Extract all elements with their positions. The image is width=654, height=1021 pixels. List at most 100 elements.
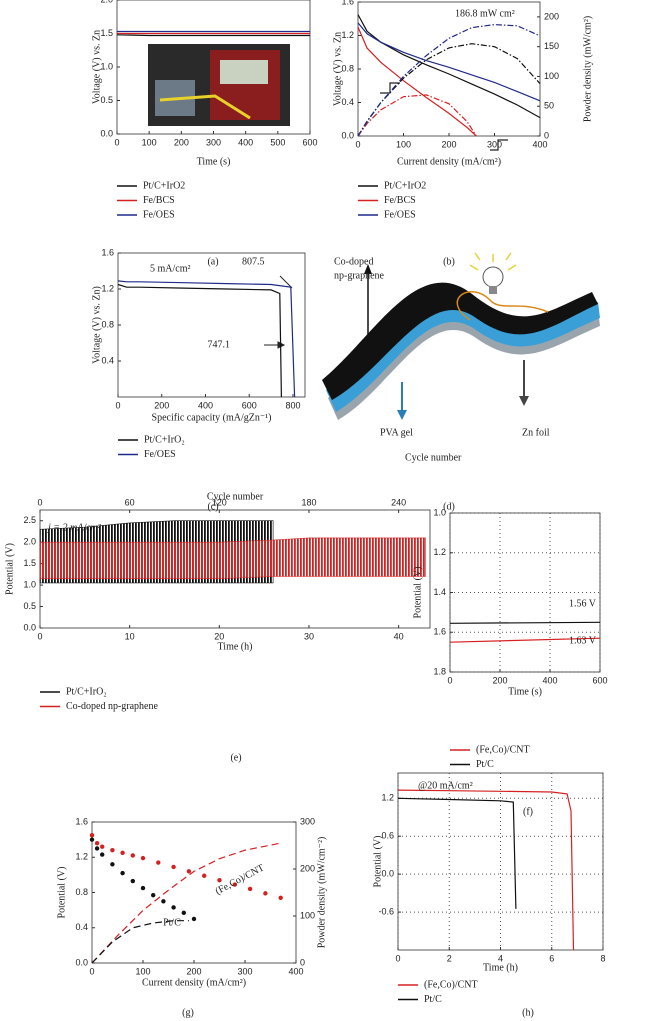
- data-line: [357, 14, 541, 119]
- y-tick-label: 0.8: [101, 319, 114, 329]
- panel-caption: (d): [443, 501, 455, 512]
- data-point: [151, 892, 156, 898]
- y-tick-label: 0.4: [341, 97, 354, 107]
- x-tick-label: 300: [237, 966, 252, 976]
- data-point: [247, 886, 253, 892]
- x2-tick-label: 0: [37, 497, 42, 507]
- data-point: [191, 916, 197, 922]
- panel-caption: (g): [182, 1007, 194, 1018]
- y-tick-label: 1.6: [101, 247, 114, 257]
- x-axis-title: Current density (mA/cm²): [397, 156, 501, 167]
- y-tick-label: 1.6: [75, 816, 88, 826]
- data-point: [120, 850, 125, 856]
- x-tick-label: 40: [394, 631, 404, 641]
- illustration-labels: Co-doped np-graphene PVA gel Zn foil Cycle n…: [334, 256, 550, 512]
- data-point: [202, 873, 207, 878]
- y-tick-label: 0.8: [75, 887, 88, 897]
- y2-tick-label: 200: [300, 863, 315, 873]
- x-tick-label: 400: [198, 400, 213, 410]
- x-tick-label: 200: [154, 400, 169, 410]
- x-tick-label: 400: [532, 139, 547, 149]
- plot-frame: [117, 252, 306, 398]
- data-line: [357, 23, 541, 137]
- data-point: [100, 852, 105, 857]
- data-line: [117, 283, 282, 398]
- panel-caption: (c): [207, 501, 218, 512]
- y-axis-title: Voltage (V) vs. Zn: [91, 30, 102, 104]
- x-tick-label: 400: [238, 137, 253, 147]
- data-point: [89, 833, 95, 838]
- x-tick-label: 10: [125, 631, 135, 641]
- x-axis-title: Current density (mA/cm²): [142, 977, 246, 988]
- x-tick-label: 0: [355, 139, 360, 149]
- data-point: [89, 837, 95, 842]
- y-tick-label: 0.0: [341, 130, 354, 140]
- y-axis-title: Voltage (V) vs. Zn): [91, 286, 102, 364]
- x-tick-label: 600: [242, 400, 257, 410]
- data-point: [110, 862, 115, 867]
- illustration-text: Cycle number: [405, 452, 462, 463]
- illustration-label: Zn foil: [522, 427, 550, 438]
- legend-label: (Fe,Co)/CNT: [424, 979, 478, 990]
- legend-label: Co-doped np-graphene: [66, 701, 158, 712]
- x-tick-label: 400: [542, 675, 557, 685]
- legend-label: Fe/OES: [384, 209, 416, 220]
- x-tick-label: 30: [304, 631, 314, 641]
- annotation: 186.8 mW cm²: [455, 8, 515, 19]
- y2-tick-label: 100: [544, 71, 559, 81]
- x-axis-title: Specific capacity (mA/gZn⁻¹): [152, 412, 272, 423]
- y-tick-label: 1.0: [23, 579, 36, 589]
- x-tick-label: 100: [135, 966, 150, 976]
- y-tick-label: 1.0: [433, 507, 446, 517]
- x2-tick-label: 180: [301, 497, 316, 507]
- data-line: [91, 842, 281, 964]
- y-tick-label: 2.0: [100, 0, 113, 4]
- annotation: Pt/C: [163, 917, 181, 928]
- legend-label: Pt/C: [424, 994, 442, 1005]
- data-line: [91, 920, 189, 964]
- y2-axis-title: Powder density (mW/cm⁻²): [316, 837, 327, 949]
- y-tick-label: 1.5: [100, 28, 113, 38]
- y-axis-title: Potential (V): [372, 836, 383, 888]
- x-tick-label: 0: [89, 966, 94, 976]
- x-tick-label: 0: [447, 675, 452, 685]
- y-tick-label: 0.5: [100, 95, 113, 105]
- x-axis-title: Time (h): [483, 962, 518, 973]
- y2-tick-label: 50: [544, 101, 554, 111]
- legend-label: Fe/OES: [143, 209, 175, 220]
- x-tick-label: 500: [270, 137, 285, 147]
- data-line: [116, 34, 310, 37]
- panel-caption: (a): [207, 256, 218, 267]
- y2-tick-label: 100: [300, 910, 315, 920]
- legend-label: (Fe,Co)/CNT: [476, 744, 530, 755]
- y-tick-label: 2.0: [23, 537, 36, 547]
- x-tick-label: 100: [396, 139, 411, 149]
- y-tick-label: 1.2: [381, 793, 394, 803]
- y-tick-label: 1.2: [433, 547, 446, 557]
- y-tick-label: 1.6: [433, 627, 446, 637]
- cycling-band: [39, 537, 426, 580]
- y-tick-label: 1.2: [341, 30, 354, 40]
- data-point: [130, 853, 135, 858]
- y-tick-label: 0.4: [101, 355, 114, 365]
- x-tick-label: 400: [288, 966, 303, 976]
- annotation: j = 2 mA/cm²: [46, 522, 102, 533]
- data-point: [130, 878, 135, 884]
- y-tick-label: 0.8: [341, 63, 354, 73]
- x-tick-label: 600: [302, 137, 317, 147]
- y-tick-label: 0.6: [381, 831, 394, 841]
- x-tick-label: 600: [592, 675, 607, 685]
- data-point: [94, 840, 100, 846]
- plot-frame: [116, 0, 311, 135]
- y2-tick-label: 150: [544, 41, 559, 51]
- data-line: [449, 637, 601, 643]
- x-tick-label: 0: [395, 953, 400, 963]
- plot-frame: [357, 1, 541, 137]
- data-point: [94, 846, 100, 851]
- y-axis-title: Potential (V): [56, 867, 67, 919]
- panel: -0.6 0.0 0.6 1.2 0 2 4 6 8 Time (h) Potential (V) @…: [372, 772, 606, 1018]
- y-tick-label: 1.4: [433, 587, 446, 597]
- data-line: [357, 22, 541, 102]
- legend-label: Fe/BCS: [384, 195, 416, 206]
- x-axis-title: Time (s): [508, 686, 542, 697]
